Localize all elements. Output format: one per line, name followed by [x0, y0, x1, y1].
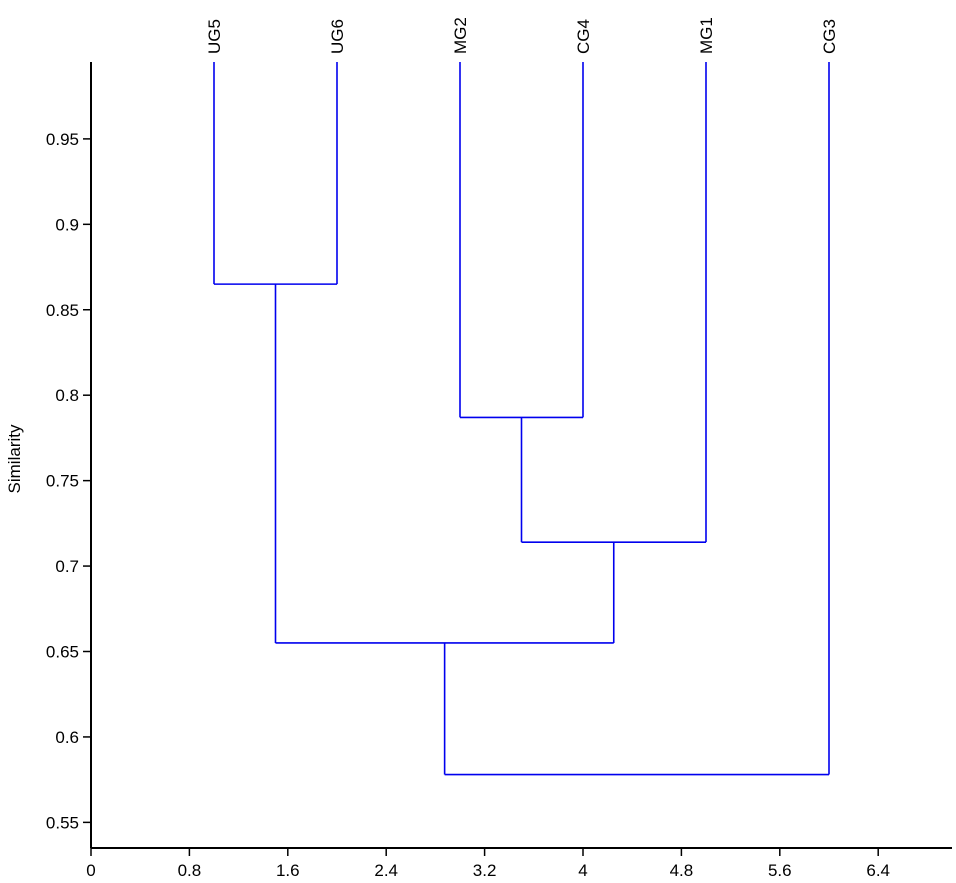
leaf-label: UG6	[328, 19, 347, 54]
x-tick-label: 0	[86, 861, 95, 880]
x-tick-label: 4.8	[670, 861, 694, 880]
leaf-label: MG2	[451, 17, 470, 54]
y-axis-label: Similarity	[5, 424, 24, 493]
axes	[90, 62, 952, 849]
x-tick-label: 3.2	[473, 861, 497, 880]
x-tick-label: 1.6	[276, 861, 300, 880]
y-axis-ticks: 0.55 0.6 0.65 0.7 0.75 0.8 0.85 0.9 0.95	[46, 130, 91, 832]
x-tick-label: 6.4	[866, 861, 890, 880]
leaf-label: UG5	[205, 19, 224, 54]
y-tick-label: 0.7	[55, 557, 79, 576]
x-axis-ticks: 0 0.8 1.6 2.4 3.2 4 4.8 5.6 6.4	[86, 848, 890, 880]
x-tick-label: 0.8	[178, 861, 202, 880]
leaf-label: MG1	[697, 17, 716, 54]
leaf-label: CG3	[820, 19, 839, 54]
y-tick-label: 0.75	[46, 472, 79, 491]
y-tick-label: 0.95	[46, 130, 79, 149]
y-tick-label: 0.85	[46, 301, 79, 320]
leaf-labels: UG5 UG6 MG2 CG4 MG1 CG3	[205, 17, 839, 54]
x-tick-label: 2.4	[374, 861, 398, 880]
dendrogram-branches	[213, 62, 830, 776]
leaf-label: CG4	[574, 19, 593, 54]
y-tick-label: 0.8	[55, 386, 79, 405]
x-tick-label: 5.6	[768, 861, 792, 880]
y-tick-label: 0.9	[55, 215, 79, 234]
y-tick-label: 0.6	[55, 728, 79, 747]
y-tick-label: 0.55	[46, 813, 79, 832]
x-tick-label: 4	[578, 861, 587, 880]
y-tick-label: 0.65	[46, 643, 79, 662]
